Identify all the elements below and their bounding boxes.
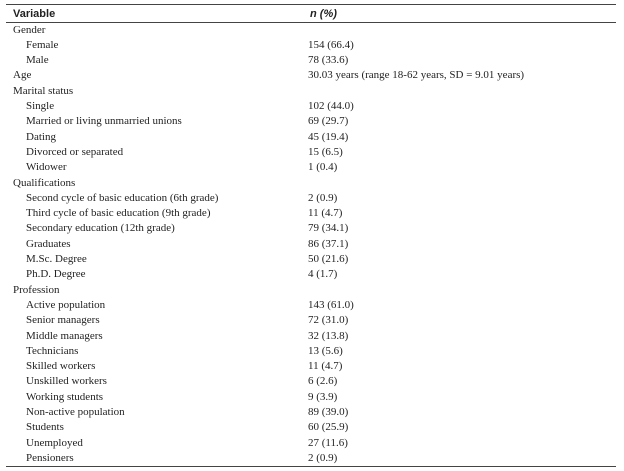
row-value: 32 (13.8)	[308, 329, 349, 342]
row-value: 2 (0.9)	[308, 191, 338, 204]
row-label: Pensioners	[26, 451, 74, 464]
row-label: Middle managers	[26, 329, 103, 342]
row-value: 2 (0.9)	[308, 451, 338, 464]
row-label: Graduates	[26, 237, 71, 250]
row-label: Female	[26, 38, 59, 51]
top-rule	[6, 4, 616, 5]
row-label: Unemployed	[26, 436, 83, 449]
row-value: 89 (39.0)	[308, 406, 349, 418]
row-label: Divorced or separated	[26, 145, 124, 158]
row-label: Ph.D. Degree	[26, 268, 86, 281]
group-value: 30.03 years (range 18-62 years, SD = 9.0…	[308, 69, 525, 82]
row-label: Students	[26, 421, 64, 434]
group-label: Profession	[13, 283, 60, 296]
row-label: Single	[26, 100, 55, 112]
row-value: 27 (11.6)	[308, 436, 348, 449]
row-label: Non-active population	[26, 406, 125, 418]
row-value: 45 (19.4)	[308, 130, 349, 143]
row-value: 72 (31.0)	[308, 314, 349, 327]
row-label: M.Sc. Degree	[26, 253, 87, 265]
row-value: 9 (3.9)	[308, 390, 338, 403]
row-value: 79 (34.1)	[308, 222, 349, 235]
row-value: 102 (44.0)	[308, 100, 354, 112]
row-value: 15 (6.5)	[308, 145, 343, 158]
row-label: Unskilled workers	[26, 375, 107, 388]
group-label: Qualifications	[13, 176, 76, 189]
bottom-rule	[6, 466, 616, 467]
row-value: 13 (5.6)	[308, 344, 343, 357]
row-label: Married or living unmarried unions	[26, 115, 182, 128]
row-label: Third cycle of basic education (9th grad…	[26, 207, 211, 220]
row-value: 69 (29.7)	[308, 115, 349, 128]
row-value: 154 (66.4)	[308, 38, 354, 51]
row-value: 11 (4.7)	[308, 360, 343, 373]
row-label: Active population	[26, 298, 106, 311]
group-label: Marital status	[13, 84, 74, 97]
header-rule	[6, 22, 616, 23]
row-label: Second cycle of basic education (6th gra…	[26, 191, 219, 204]
row-label: Secondary education (12th grade)	[26, 222, 175, 235]
group-label: Age	[13, 69, 32, 82]
row-value: 78 (33.6)	[308, 54, 349, 67]
row-value: 60 (25.9)	[308, 421, 349, 434]
row-value: 11 (4.7)	[308, 207, 343, 220]
row-label: Male	[26, 54, 49, 67]
row-label: Working students	[26, 390, 104, 403]
row-label: Widower	[26, 161, 67, 174]
row-label: Skilled workers	[26, 360, 96, 373]
row-value: 6 (2.6)	[308, 375, 338, 388]
header-count: n (%)	[310, 8, 337, 20]
row-label: Senior managers	[26, 314, 100, 327]
group-label: Gender	[13, 23, 46, 36]
row-value: 1 (0.4)	[308, 161, 338, 174]
header-variable: Variable	[13, 8, 56, 20]
row-value: 4 (1.7)	[308, 268, 338, 281]
row-value: 86 (37.1)	[308, 237, 349, 250]
row-label: Technicians	[26, 344, 79, 357]
row-value: 143 (61.0)	[308, 298, 354, 311]
row-label: Dating	[26, 130, 56, 143]
row-value: 50 (21.6)	[308, 253, 349, 265]
